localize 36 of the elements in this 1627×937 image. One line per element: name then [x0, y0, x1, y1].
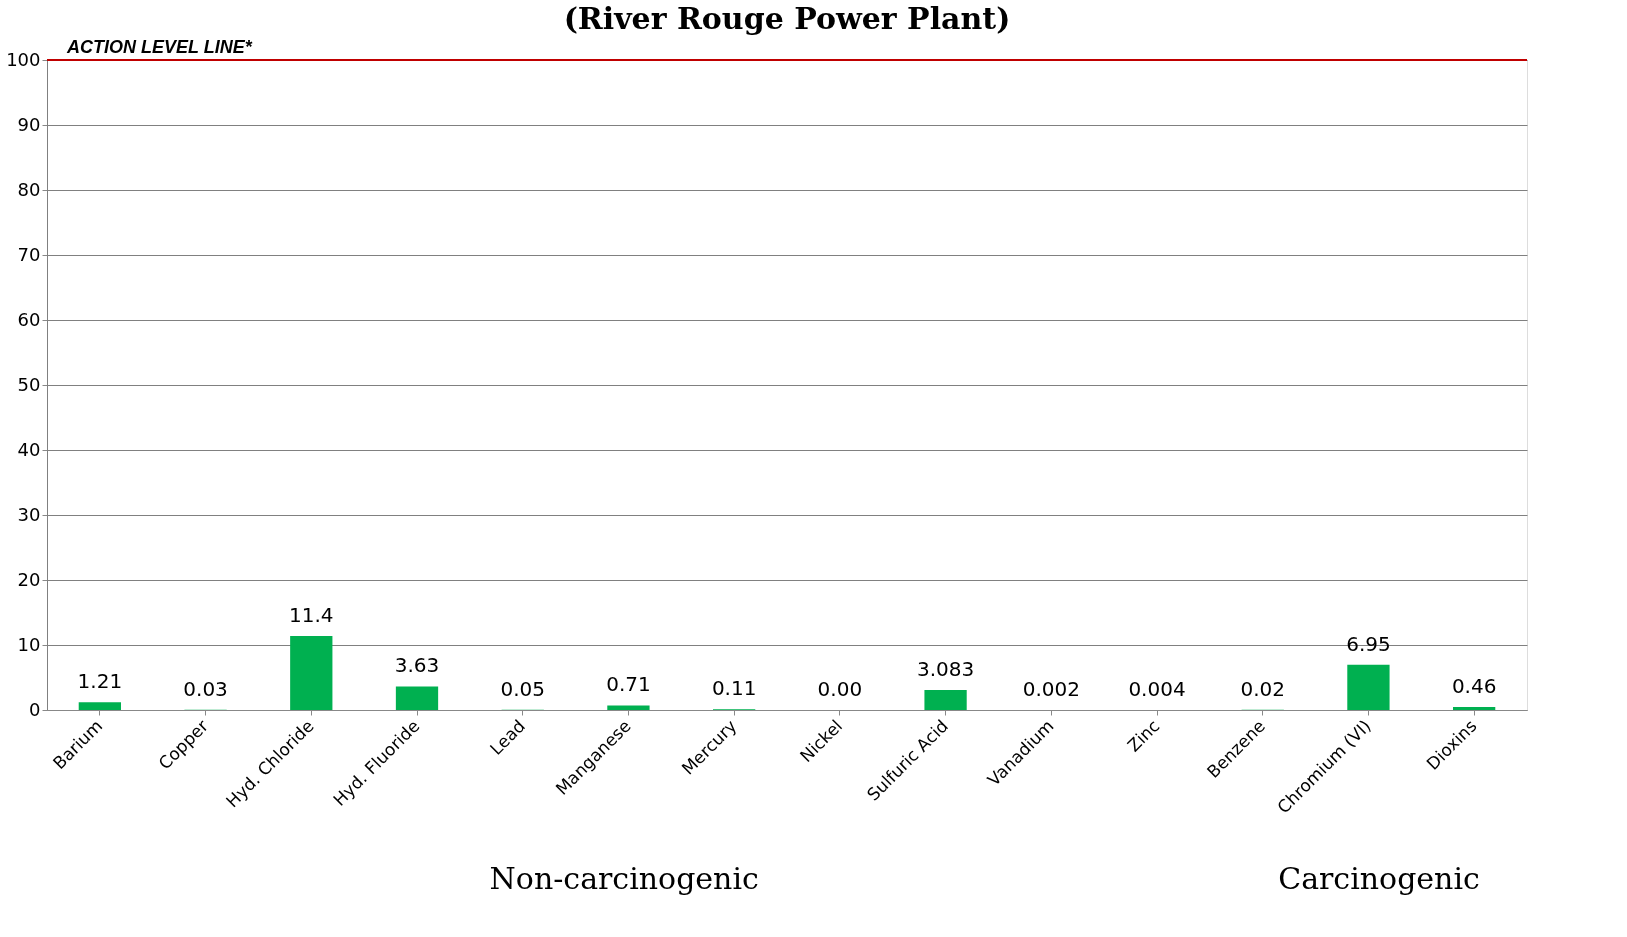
data-label: 0.71: [606, 672, 651, 697]
ref-line-label: ACTION LEVEL LINE*: [66, 37, 253, 57]
bar: [607, 705, 650, 710]
y-tick-label: 90: [17, 113, 41, 135]
data-label: 0.11: [711, 676, 757, 701]
bar: [290, 635, 333, 710]
bar: [1347, 664, 1390, 710]
data-label: 3.63: [394, 653, 440, 678]
data-label: 6.95: [1346, 631, 1391, 656]
data-label: 0.05: [500, 676, 545, 701]
data-label: 0.004: [1128, 676, 1186, 701]
data-label: 0.00: [817, 677, 863, 701]
bar: [1453, 707, 1496, 710]
chart-title: (River Rouge Power Plant): [563, 1, 1011, 36]
y-tick-label: 0: [29, 698, 41, 720]
bar: [78, 702, 121, 710]
data-label: 0.46: [1451, 674, 1497, 699]
y-tick-label: 50: [17, 373, 41, 395]
bar: [924, 689, 967, 710]
data-label: 0.002: [1022, 676, 1080, 701]
data-label: 0.02: [1240, 676, 1285, 701]
y-tick-label: 60: [17, 308, 41, 330]
data-label: 1.21: [77, 669, 123, 694]
data-label: 11.4: [289, 602, 334, 627]
y-tick-label: 30: [17, 503, 41, 525]
y-tick-label: 20: [17, 568, 41, 590]
text: Non-carcinogenic: [489, 861, 759, 896]
y-tick-label: 40: [17, 438, 41, 460]
y-tick-label: 10: [17, 633, 41, 655]
bar: [395, 686, 439, 710]
data-label: 3.083: [916, 656, 975, 681]
y-tick-label: 100: [6, 48, 41, 70]
y-tick-label: 80: [17, 178, 41, 200]
data-label: 0.03: [183, 676, 228, 701]
text: Carcinogenic: [1278, 861, 1480, 896]
y-tick-label: 70: [17, 243, 41, 265]
